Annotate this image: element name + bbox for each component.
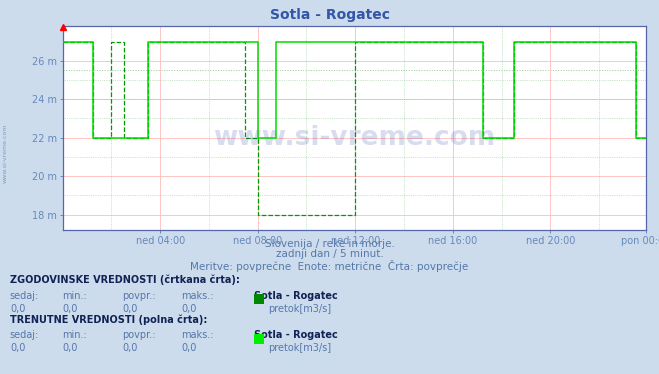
Text: maks.:: maks.: [181, 330, 214, 340]
Text: min.:: min.: [63, 330, 88, 340]
Text: www.si-vreme.com: www.si-vreme.com [3, 123, 8, 183]
Text: povpr.:: povpr.: [122, 291, 156, 301]
Text: povpr.:: povpr.: [122, 330, 156, 340]
Text: 0,0: 0,0 [122, 304, 137, 314]
Text: 0,0: 0,0 [122, 343, 137, 353]
Text: Sotla - Rogatec: Sotla - Rogatec [254, 330, 337, 340]
Text: min.:: min.: [63, 291, 88, 301]
Text: maks.:: maks.: [181, 291, 214, 301]
Text: Sotla - Rogatec: Sotla - Rogatec [270, 8, 389, 22]
Text: 0,0: 0,0 [10, 343, 25, 353]
Text: Sotla - Rogatec: Sotla - Rogatec [254, 291, 337, 301]
Text: www.si-vreme.com: www.si-vreme.com [213, 125, 496, 151]
Text: sedaj:: sedaj: [10, 330, 39, 340]
Text: Meritve: povprečne  Enote: metrične  Črta: povprečje: Meritve: povprečne Enote: metrične Črta:… [190, 260, 469, 272]
Text: 0,0: 0,0 [181, 304, 196, 314]
Text: 0,0: 0,0 [63, 304, 78, 314]
Text: 0,0: 0,0 [10, 304, 25, 314]
Text: 0,0: 0,0 [63, 343, 78, 353]
Text: zadnji dan / 5 minut.: zadnji dan / 5 minut. [275, 249, 384, 260]
Text: sedaj:: sedaj: [10, 291, 39, 301]
Text: ZGODOVINSKE VREDNOSTI (črtkana črta):: ZGODOVINSKE VREDNOSTI (črtkana črta): [10, 275, 240, 285]
Text: Slovenija / reke in morje.: Slovenija / reke in morje. [264, 239, 395, 249]
Text: pretok[m3/s]: pretok[m3/s] [268, 304, 331, 314]
Text: TRENUTNE VREDNOSTI (polna črta):: TRENUTNE VREDNOSTI (polna črta): [10, 315, 208, 325]
Text: pretok[m3/s]: pretok[m3/s] [268, 343, 331, 353]
Text: 0,0: 0,0 [181, 343, 196, 353]
